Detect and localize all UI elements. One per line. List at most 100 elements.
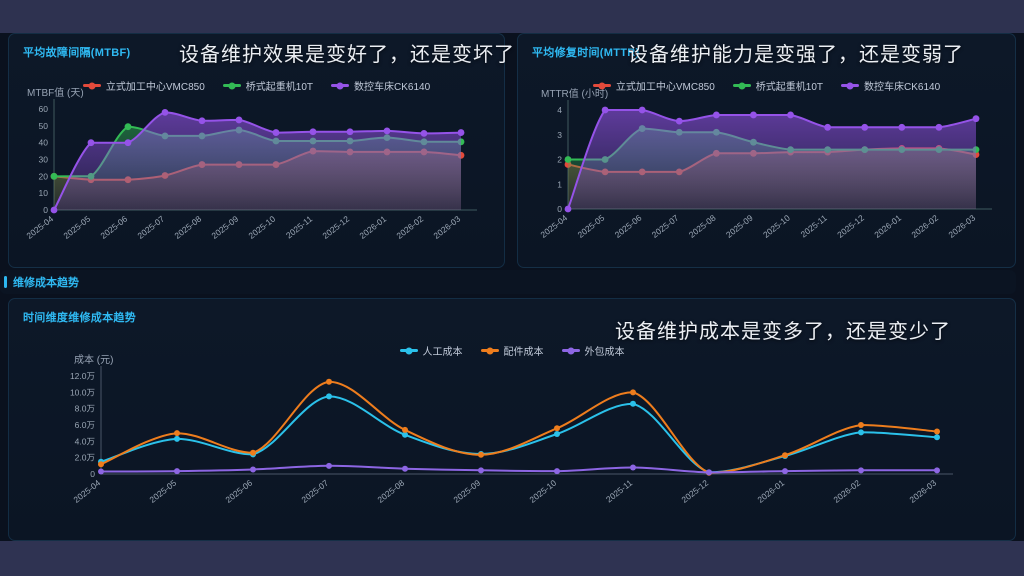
svg-text:2025-11: 2025-11 xyxy=(604,478,634,505)
legend-dot-icon xyxy=(228,82,236,89)
svg-text:10: 10 xyxy=(39,188,49,198)
svg-text:0: 0 xyxy=(557,204,562,214)
svg-text:2026-03: 2026-03 xyxy=(946,213,977,240)
svg-text:2025-04: 2025-04 xyxy=(538,213,569,240)
section-accent-bar-icon xyxy=(4,276,7,288)
legend-item[interactable]: 桥式起重机10T xyxy=(222,78,313,93)
mttr-headline: 设备维护能力是变强了，还是变弱了 xyxy=(628,44,964,66)
cost-legend: 人工成本 配件成本 外包成本 xyxy=(9,343,1015,358)
svg-text:2026-03: 2026-03 xyxy=(431,214,462,241)
mttr-chart: 0 1 2 3 4 2025-04 2025-05 2025-06 2025-07 2025-08… xyxy=(538,87,992,240)
legend-dot-icon xyxy=(88,82,96,89)
svg-text:2025-04: 2025-04 xyxy=(71,478,102,505)
legend-dot-icon xyxy=(846,82,854,89)
svg-text:2025-04: 2025-04 xyxy=(24,214,55,241)
mtbf-headline: 设备维护效果是变好了，还是变坏了 xyxy=(179,44,515,66)
svg-text:2025-11: 2025-11 xyxy=(284,214,314,241)
cost-section-title: 维修成本趋势 xyxy=(13,277,79,289)
legend-item[interactable]: 外包成本 xyxy=(561,343,625,358)
legend-item[interactable]: 数控车床CK6140 xyxy=(331,78,430,93)
svg-text:2026-03: 2026-03 xyxy=(907,478,938,505)
svg-text:2025-09: 2025-09 xyxy=(724,213,755,240)
cost-chart: 0 2.0万 4.0万 6.0万 8.0万 10.0万 12.0万 2025-04 2025-0… xyxy=(70,353,953,505)
mtbf-panel-title: 平均故障间隔(MTBF) xyxy=(23,47,131,59)
svg-text:60: 60 xyxy=(39,104,49,114)
svg-text:2: 2 xyxy=(557,155,562,165)
legend-dot-icon xyxy=(336,82,344,89)
legend-label: 外包成本 xyxy=(584,347,625,358)
legend-marker-icon xyxy=(592,82,611,89)
legend-item[interactable]: 数控车床CK6140 xyxy=(841,78,940,93)
legend-item[interactable]: 立式加工中心VMC850 xyxy=(592,78,715,93)
svg-text:2025-10: 2025-10 xyxy=(246,214,277,241)
mtbf-panel: 平均故障间隔(MTBF) 设备维护效果是变好了，还是变坏了 0 10 20 30 40 5… xyxy=(8,33,514,268)
svg-text:20: 20 xyxy=(39,171,49,181)
svg-text:0: 0 xyxy=(90,469,95,479)
legend-label: 桥式起重机10T xyxy=(755,82,823,93)
legend-label: 数控车床CK6140 xyxy=(354,82,431,93)
svg-text:2025-06: 2025-06 xyxy=(98,214,129,241)
svg-text:50: 50 xyxy=(39,121,49,131)
bottom-letterbox-band xyxy=(0,541,1024,576)
legend-item[interactable]: 立式加工中心VMC850 xyxy=(82,78,205,93)
svg-text:3: 3 xyxy=(557,130,562,140)
legend-dot-icon xyxy=(598,82,606,89)
legend-label: 配件成本 xyxy=(503,347,544,358)
legend-marker-icon xyxy=(561,347,580,354)
svg-text:2025-05: 2025-05 xyxy=(61,214,92,241)
mttr-panel: 平均修复时间(MTTR) 设备维护能力是变强了，还是变弱了 0 1 2 3 4 2025-… xyxy=(517,33,1016,268)
svg-text:2026-01: 2026-01 xyxy=(755,478,786,505)
cost-panel-title: 时间维度维修成本趋势 xyxy=(23,312,136,324)
cost-section-header: 维修成本趋势 xyxy=(0,270,1016,294)
legend-marker-icon xyxy=(399,347,418,354)
svg-text:2025-10: 2025-10 xyxy=(527,478,558,505)
svg-text:2025-12: 2025-12 xyxy=(679,478,710,505)
svg-text:2025-07: 2025-07 xyxy=(299,478,330,505)
legend-item[interactable]: 桥式起重机10T xyxy=(732,78,823,93)
legend-marker-icon xyxy=(82,82,101,89)
svg-text:2.0万: 2.0万 xyxy=(75,453,95,463)
svg-text:12.0万: 12.0万 xyxy=(70,371,95,381)
svg-text:6.0万: 6.0万 xyxy=(75,420,95,430)
svg-text:2025-08: 2025-08 xyxy=(172,214,203,241)
mttr-legend: 立式加工中心VMC850 桥式起重机10T 数控车床CK6140 xyxy=(518,78,1015,93)
mttr-panel-title: 平均修复时间(MTTR) xyxy=(532,47,640,59)
mtbf-chart: 0 10 20 30 40 50 60 2025-04 2025-05 2025-06 2025-0… xyxy=(24,86,477,241)
top-letterbox-band xyxy=(0,0,1024,33)
legend-label: 立式加工中心VMC850 xyxy=(615,82,715,93)
svg-text:2025-08: 2025-08 xyxy=(687,213,718,240)
svg-text:2025-12: 2025-12 xyxy=(320,214,351,241)
svg-text:4.0万: 4.0万 xyxy=(75,436,95,446)
legend-marker-icon xyxy=(732,82,751,89)
svg-text:2026-02: 2026-02 xyxy=(909,213,940,240)
svg-text:2026-02: 2026-02 xyxy=(394,214,425,241)
legend-label: 人工成本 xyxy=(422,347,463,358)
legend-item[interactable]: 人工成本 xyxy=(399,343,463,358)
legend-dot-icon xyxy=(405,347,412,354)
legend-marker-icon xyxy=(480,347,499,354)
svg-text:40: 40 xyxy=(39,138,49,148)
svg-text:MTTR值 (小时): MTTR值 (小时) xyxy=(541,87,608,100)
svg-text:2025-09: 2025-09 xyxy=(209,214,240,241)
legend-dot-icon xyxy=(486,347,493,354)
svg-text:0: 0 xyxy=(43,205,48,215)
legend-label: 数控车床CK6140 xyxy=(864,82,941,93)
svg-text:2026-01: 2026-01 xyxy=(872,213,903,240)
svg-text:2025-08: 2025-08 xyxy=(375,478,406,505)
mtbf-legend: 立式加工中心VMC850 桥式起重机10T 数控车床CK6140 xyxy=(9,78,504,93)
svg-text:2025-05: 2025-05 xyxy=(576,213,607,240)
svg-text:MTBF值 (天): MTBF值 (天) xyxy=(27,86,84,99)
svg-text:2025-11: 2025-11 xyxy=(799,213,829,240)
svg-text:2025-05: 2025-05 xyxy=(147,478,178,505)
svg-text:4: 4 xyxy=(557,105,562,115)
svg-text:2025-09: 2025-09 xyxy=(451,478,482,505)
svg-text:2025-12: 2025-12 xyxy=(835,213,866,240)
legend-item[interactable]: 配件成本 xyxy=(480,343,544,358)
svg-text:30: 30 xyxy=(39,155,49,165)
svg-text:1: 1 xyxy=(557,179,562,189)
svg-text:2026-02: 2026-02 xyxy=(831,478,862,505)
legend-marker-icon xyxy=(331,82,349,89)
legend-label: 立式加工中心VMC850 xyxy=(105,82,205,93)
svg-text:8.0万: 8.0万 xyxy=(75,404,95,414)
